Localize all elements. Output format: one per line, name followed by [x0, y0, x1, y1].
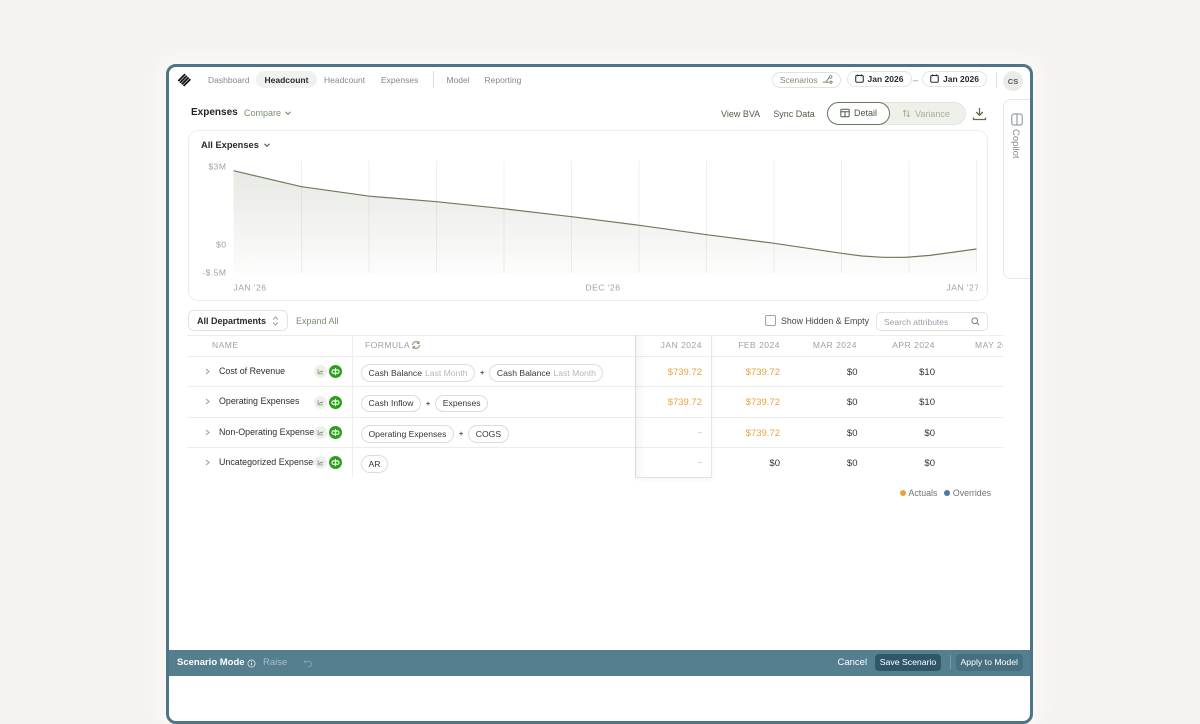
svg-text:JAN '27: JAN '27: [947, 283, 979, 293]
svg-text:-$.5M: -$.5M: [202, 268, 226, 278]
svg-text:$3M: $3M: [208, 161, 226, 171]
svg-text:JAN '26: JAN '26: [234, 283, 267, 293]
svg-text:$0: $0: [216, 240, 226, 250]
svg-text:DEC '26: DEC '26: [586, 283, 621, 293]
